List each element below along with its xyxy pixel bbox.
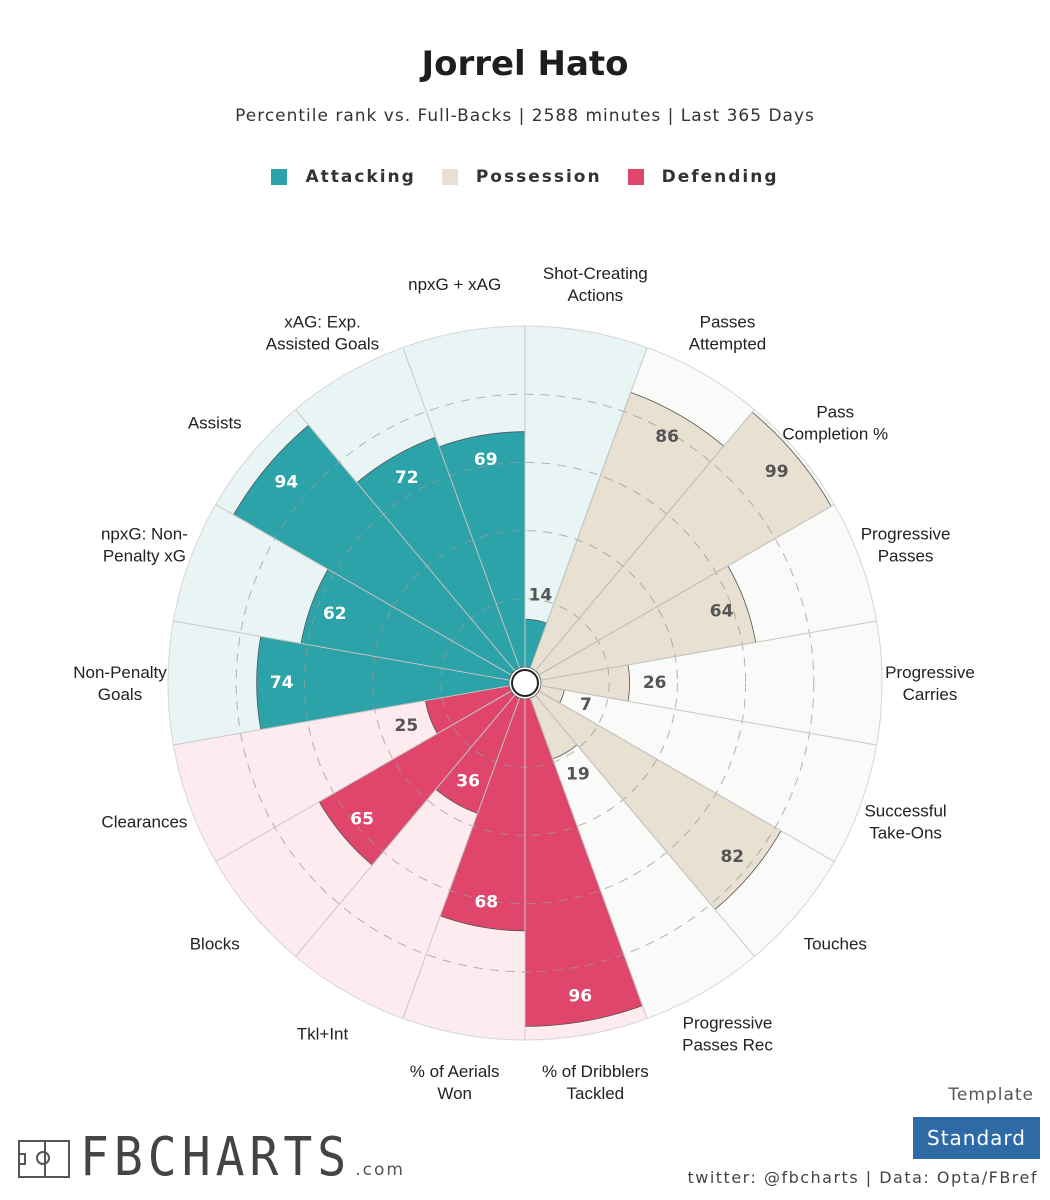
template-label: Template — [948, 1085, 1034, 1105]
legend-label-possession: Possession — [475, 167, 602, 187]
legend-item-possession: Possession — [441, 167, 602, 187]
logo-suffix: .com — [355, 1160, 405, 1180]
category-label: Touches — [804, 934, 867, 953]
sector-divider — [402, 347, 520, 669]
category-label: Shot-Creating Actions — [543, 264, 648, 305]
sector-divider — [540, 685, 877, 746]
legend-label-defending: Defending — [661, 167, 779, 187]
sector-divider — [295, 694, 516, 957]
value-label: 82 — [720, 847, 744, 867]
background-wedge — [530, 695, 755, 1019]
category-label: xAG: Exp. Assisted Goals — [266, 312, 379, 353]
category-label: Blocks — [190, 934, 240, 953]
legend-swatch-attacking — [271, 169, 288, 185]
pitch-icon — [18, 1140, 70, 1178]
value-label: 36 — [456, 772, 480, 792]
center-hole — [511, 669, 539, 697]
value-wedge — [534, 690, 782, 911]
category-label: npxG + xAG — [408, 275, 501, 294]
legend-label-attacking: Attacking — [305, 167, 416, 187]
category-label: Non-Penalty Goals — [73, 663, 167, 704]
legend-item-defending: Defending — [627, 167, 779, 187]
value-label: 62 — [323, 604, 347, 624]
value-label: 74 — [270, 673, 294, 693]
value-label: 7 — [580, 695, 592, 715]
value-wedge — [529, 391, 725, 672]
value-label: 14 — [529, 586, 553, 606]
background-wedge — [173, 685, 512, 862]
sector-divider — [538, 504, 835, 676]
value-label: 19 — [566, 765, 590, 785]
chart-subtitle: Percentile rank vs. Full-Backs | 2588 mi… — [235, 106, 815, 126]
category-label: % of Aerials Won — [410, 1061, 500, 1102]
fbcharts-logo: FBCHARTS .com — [18, 1130, 405, 1184]
sector-divider — [215, 504, 512, 676]
category-label: Progressive Carries — [885, 663, 975, 704]
category-label: Progressive Passes — [861, 524, 951, 565]
sector-divider — [173, 620, 510, 681]
sector-divider — [402, 697, 520, 1019]
value-label: 86 — [655, 427, 679, 447]
sector-divider — [530, 697, 648, 1019]
sector-divider — [538, 690, 835, 862]
value-label: 72 — [395, 468, 419, 488]
grid-ring — [303, 461, 747, 905]
legend-swatch-defending — [627, 169, 644, 185]
value-label: 64 — [710, 601, 734, 621]
value-label: 68 — [474, 892, 498, 912]
value-label: 99 — [765, 462, 789, 482]
legend-swatch-possession — [441, 169, 458, 185]
value-wedge — [534, 411, 832, 676]
background-wedge — [538, 685, 877, 862]
value-wedge — [256, 635, 510, 731]
value-wedge — [524, 697, 643, 1027]
category-label: Passes Attempted — [689, 312, 767, 353]
category-label: npxG: Non-Penalty xG — [101, 524, 188, 565]
category-label: % of Dribblers Tackled — [542, 1061, 649, 1102]
category-label: Pass Completion % — [782, 402, 888, 443]
chart-title: Jorrel Hato — [421, 44, 629, 84]
template-badge: Standard — [913, 1117, 1040, 1159]
value-wedge — [318, 690, 516, 866]
chart-legend: Attacking Possession Defending — [0, 167, 1050, 187]
sector-divider — [215, 690, 512, 862]
background-wedge — [540, 621, 882, 745]
value-label: 26 — [643, 673, 667, 693]
value-label: 65 — [350, 810, 374, 830]
value-label: 96 — [568, 987, 592, 1007]
sector-divider — [534, 694, 755, 957]
value-wedge — [356, 436, 521, 672]
category-label: Tkl+Int — [297, 1024, 349, 1043]
sector-divider — [173, 685, 510, 746]
background-wedge — [525, 326, 648, 668]
credits-text: twitter: @fbcharts | Data: Opta/FBref — [687, 1168, 1038, 1187]
category-label: Assists — [188, 413, 242, 432]
logo-text: FBCHARTS — [80, 1125, 352, 1189]
category-label: Successful Take-Ons — [864, 801, 946, 842]
value-wedge — [233, 424, 516, 676]
sector-divider — [295, 409, 516, 672]
value-label: 94 — [275, 473, 299, 493]
sector-divider — [540, 620, 877, 681]
sector-divider — [534, 409, 755, 672]
grid-ring — [372, 530, 678, 836]
category-label: Progressive Passes Rec — [682, 1013, 773, 1054]
category-label: Clearances — [101, 812, 187, 831]
legend-item-attacking: Attacking — [271, 167, 415, 187]
sector-divider — [530, 347, 648, 669]
value-wedge — [438, 431, 526, 669]
value-wedge — [439, 697, 526, 932]
value-label: 69 — [474, 450, 498, 470]
value-label: 25 — [395, 716, 419, 736]
